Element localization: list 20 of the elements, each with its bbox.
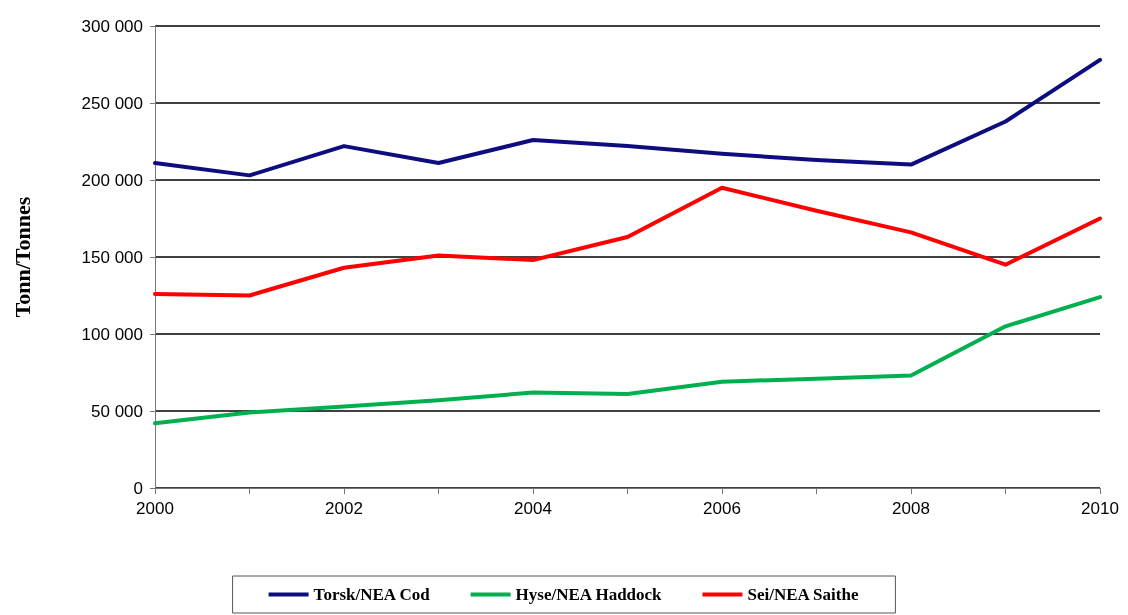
y-tick-label: 200 000: [81, 170, 143, 190]
line-series: [153, 295, 1102, 426]
line-series: [153, 185, 1102, 298]
x-tick-label: 2000: [136, 499, 174, 518]
y-tick-label: 150 000: [81, 247, 143, 267]
legend-label: Sei/NEA Saithe: [747, 585, 859, 604]
legend-label: Torsk/NEA Cod: [313, 585, 431, 604]
y-axis-title: Tonn/Tonnes: [9, 196, 35, 318]
x-tick-label: 2008: [892, 499, 930, 518]
legend-label: Hyse/NEA Haddock: [515, 585, 663, 604]
x-tick-label: 2004: [514, 499, 552, 518]
y-tick-label: 100 000: [81, 324, 143, 344]
y-tick-label: 0: [133, 478, 143, 498]
y-tick-label: 300 000: [81, 16, 143, 36]
line-series: [153, 57, 1102, 178]
x-tick-label: 2010: [1081, 499, 1119, 518]
x-tick-label: 2002: [325, 499, 363, 518]
y-tick-label: 250 000: [81, 93, 143, 113]
y-tick-label: 50 000: [91, 401, 143, 421]
x-tick-label: 2006: [703, 499, 741, 518]
